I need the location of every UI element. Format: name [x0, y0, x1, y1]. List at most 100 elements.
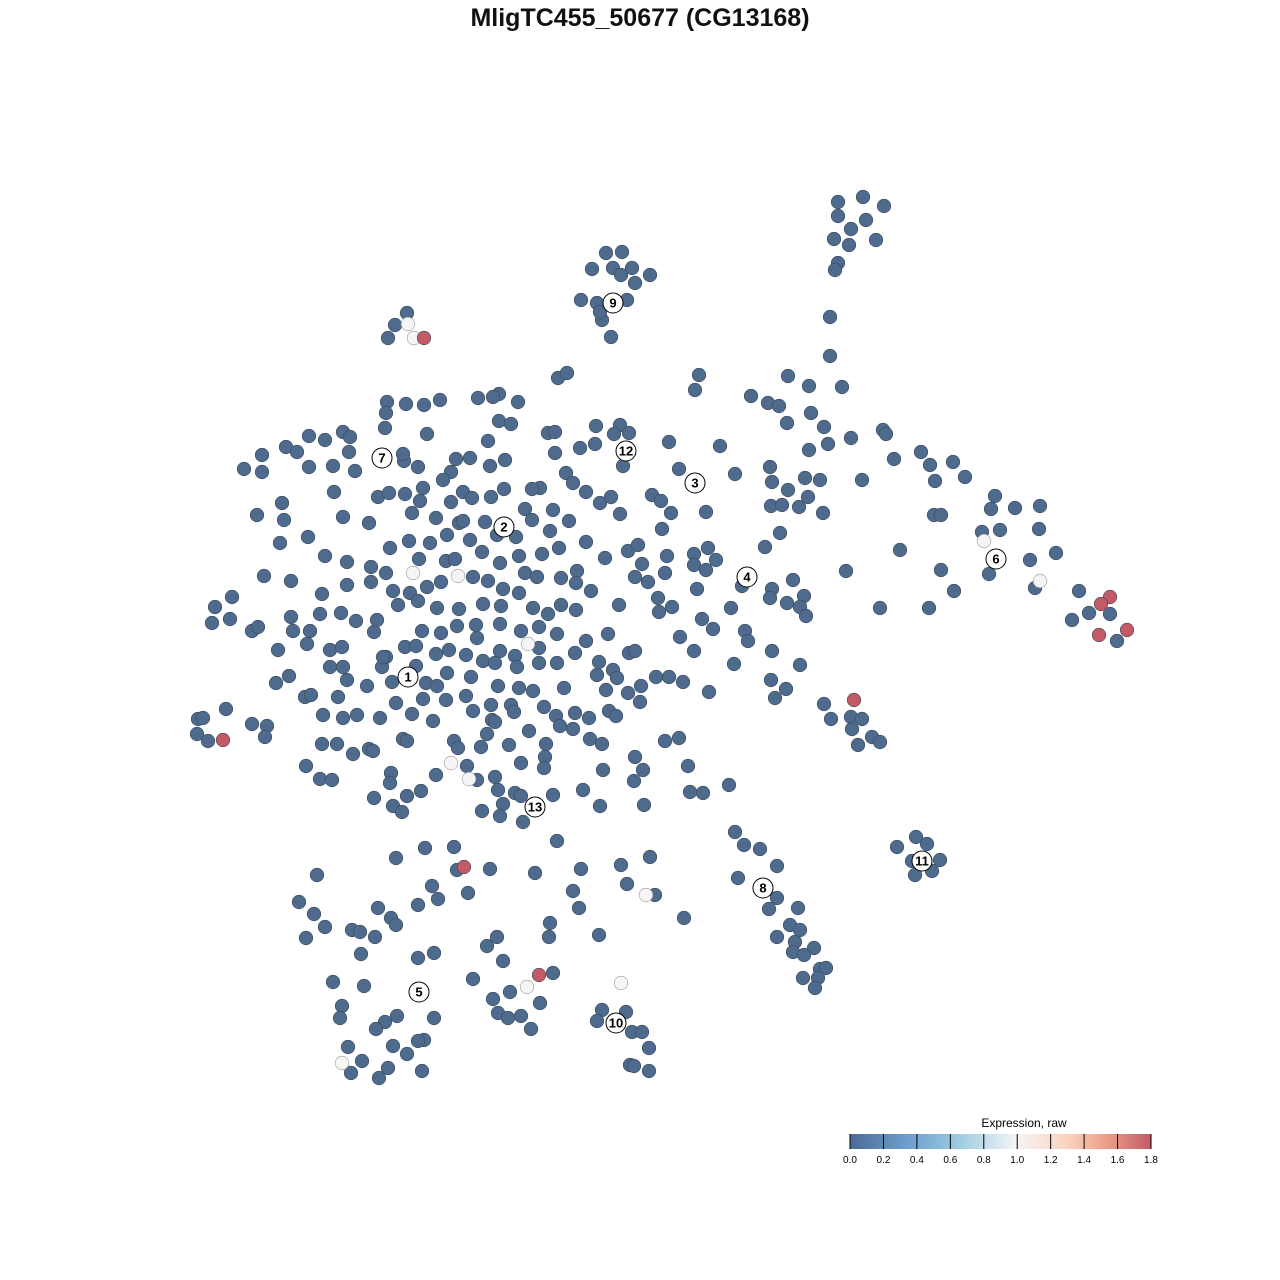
data-point: [438, 692, 454, 708]
data-point: [451, 601, 467, 617]
cluster-label-text: 2: [500, 520, 507, 535]
data-point: [642, 267, 658, 283]
data-point: [830, 194, 846, 210]
data-point: [455, 513, 471, 529]
data-point: [464, 490, 480, 506]
data-point: [671, 730, 687, 746]
data-point: [589, 667, 605, 683]
data-point: [843, 430, 859, 446]
cluster-label-1: 1: [397, 666, 419, 688]
data-point: [761, 901, 777, 917]
data-point: [497, 452, 513, 468]
data-point: [771, 398, 787, 414]
data-point: [480, 433, 496, 449]
data-point: [569, 563, 585, 579]
data-point: [701, 684, 717, 700]
data-point: [511, 585, 527, 601]
data-point: [521, 723, 537, 739]
data-point: [769, 929, 785, 945]
data-point: [542, 915, 558, 931]
colorbar-legend: Expression, raw 0.0 0.2 0.4 0.6 0.8 1.0 1.2 1.4…: [843, 1116, 1158, 1166]
data-point: [592, 798, 608, 814]
data-point: [375, 649, 391, 665]
data-point: [256, 568, 272, 584]
data-point: [283, 609, 299, 625]
data-point: [565, 475, 581, 491]
data-point: [620, 685, 636, 701]
data-point: [354, 1053, 370, 1069]
data-point: [334, 998, 350, 1014]
data-point: [664, 599, 680, 615]
data-point: [447, 551, 463, 567]
data-point: [189, 726, 205, 742]
data-point: [272, 535, 288, 551]
data-point: [463, 669, 479, 685]
data-point: [511, 680, 527, 696]
data-point: [553, 597, 569, 613]
colorbar-tick-label: 0.6: [943, 1155, 957, 1166]
data-point: [992, 522, 1008, 538]
data-point: [479, 938, 495, 954]
data-point: [542, 523, 558, 539]
data-point: [353, 946, 369, 962]
data-point: [872, 600, 888, 616]
data-point: [314, 586, 330, 602]
cluster-label-text: 5: [415, 985, 422, 1000]
data-point: [691, 367, 707, 383]
data-point: [635, 762, 651, 778]
data-point: [727, 466, 743, 482]
data-point: [779, 595, 795, 611]
data-point: [404, 706, 420, 722]
data-point: [289, 444, 305, 460]
data-point: [312, 771, 328, 787]
data-point: [818, 960, 834, 976]
data-point: [482, 861, 498, 877]
data-point: [250, 619, 266, 635]
cluster-label-marker: [493, 516, 515, 538]
data-point: [334, 639, 350, 655]
data-point: [657, 565, 673, 581]
data-point: [317, 919, 333, 935]
data-point: [987, 488, 1003, 504]
data-point: [382, 540, 398, 556]
data-point: [492, 643, 508, 659]
data-point: [854, 711, 870, 727]
data-point: [433, 625, 449, 641]
data-point: [790, 900, 806, 916]
data-point: [410, 593, 426, 609]
data-point: [801, 442, 817, 458]
data-point: [687, 382, 703, 398]
points-layer: [189, 189, 1135, 1086]
data-point: [612, 506, 628, 522]
data-point: [1071, 583, 1087, 599]
data-point: [632, 694, 648, 710]
data-point: [878, 426, 894, 442]
cluster-label-marker: [371, 447, 393, 469]
data-point: [531, 655, 547, 671]
data-point: [680, 758, 696, 774]
data-point: [723, 600, 739, 616]
data-point: [508, 529, 524, 545]
colorbar-tick-label: 1.4: [1077, 1155, 1091, 1166]
data-point: [443, 755, 459, 771]
data-point: [613, 975, 629, 991]
data-point: [573, 861, 589, 877]
data-point: [343, 1065, 359, 1081]
data-point: [598, 245, 614, 261]
data-point: [806, 940, 822, 956]
data-point: [627, 275, 643, 291]
data-point: [490, 782, 506, 798]
data-point: [529, 569, 545, 585]
data-point: [613, 857, 629, 873]
data-point: [366, 790, 382, 806]
colorbar-tick-label: 1.8: [1144, 1155, 1158, 1166]
data-point: [489, 929, 505, 945]
data-point: [922, 457, 938, 473]
data-point: [487, 769, 503, 785]
data-point: [531, 967, 547, 983]
data-point: [641, 1063, 657, 1079]
data-point: [826, 231, 842, 247]
legend-title: Expression, raw: [981, 1116, 1067, 1130]
cluster-label-6: 6: [985, 548, 1007, 570]
data-point: [823, 711, 839, 727]
